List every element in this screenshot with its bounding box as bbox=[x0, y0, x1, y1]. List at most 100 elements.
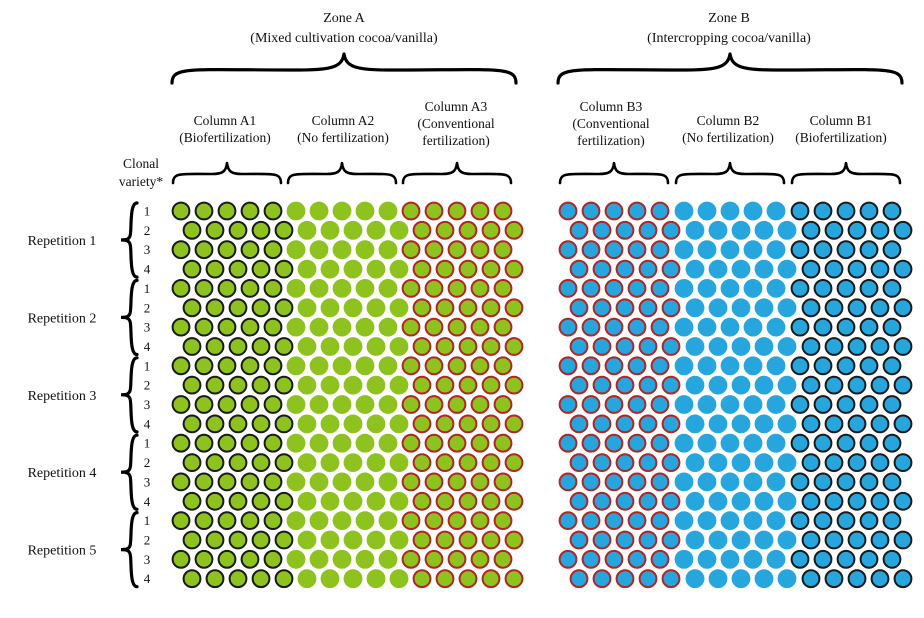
plant-b3-rep2-var3 bbox=[627, 317, 647, 337]
variety-number: 1 bbox=[144, 436, 151, 451]
plant-a3-rep5-var1 bbox=[493, 511, 513, 530]
svg-text:Column A3: Column A3 bbox=[425, 99, 488, 114]
plant-b2-rep5-var3 bbox=[743, 549, 763, 569]
plant-b3-rep5-var3 bbox=[581, 549, 601, 569]
plant-b2-rep3-var2 bbox=[685, 375, 705, 395]
plant-b2-rep1-var4 bbox=[685, 259, 705, 279]
plant-a2-rep4-var1 bbox=[332, 433, 352, 453]
plant-a3-rep1-var2 bbox=[412, 220, 432, 240]
plant-b2-rep5-var4 bbox=[708, 569, 728, 589]
plant-b2-rep2-var1 bbox=[720, 279, 740, 298]
plant-b2-rep3-var4 bbox=[708, 414, 728, 434]
plant-b3-rep3-var3 bbox=[558, 395, 578, 414]
plant-a2-rep1-var4 bbox=[297, 259, 317, 279]
plant-a3-rep2-var3 bbox=[470, 317, 490, 337]
column-b3-brace bbox=[558, 161, 670, 185]
plant-a3-rep3-var3 bbox=[401, 395, 421, 414]
svg-text:(No fertilization): (No fertilization) bbox=[297, 130, 389, 145]
plant-b1-rep3-var3 bbox=[813, 395, 833, 414]
plant-b2-rep1-var1 bbox=[720, 201, 740, 221]
plant-b2-rep5-var4 bbox=[777, 569, 797, 589]
repetition-label: Repetition 4 bbox=[28, 466, 97, 481]
plant-a2-rep3-var3 bbox=[332, 395, 352, 414]
plant-a2-rep5-var3 bbox=[332, 549, 352, 569]
plant-b3-rep2-var3 bbox=[604, 317, 624, 337]
plant-b2-rep5-var3 bbox=[697, 549, 717, 569]
plant-b1-rep5-var4 bbox=[824, 569, 844, 589]
plant-a2-rep5-var2 bbox=[320, 530, 340, 550]
repetition-brace bbox=[120, 201, 139, 279]
plant-a1-rep4-var1 bbox=[263, 433, 283, 453]
plant-a2-rep5-var4 bbox=[297, 569, 317, 589]
plant-b2-rep4-var4 bbox=[777, 491, 797, 511]
plant-b2-rep5-var2 bbox=[731, 530, 751, 550]
plant-b3-rep1-var1 bbox=[558, 201, 578, 221]
plant-a2-rep4-var2 bbox=[389, 453, 409, 473]
plant-b3-rep4-var1 bbox=[650, 433, 670, 453]
repetition-brace bbox=[120, 278, 139, 357]
plant-a3-rep2-var1 bbox=[493, 279, 513, 298]
plant-b1-rep2-var4 bbox=[801, 337, 821, 356]
plant-a3-rep1-var4 bbox=[481, 259, 501, 279]
plant-b1-rep5-var3 bbox=[882, 549, 902, 569]
plant-a2-rep1-var1 bbox=[355, 201, 375, 221]
plant-a1-rep3-var3 bbox=[171, 395, 191, 414]
plant-a1-rep4-var2 bbox=[182, 453, 202, 473]
plant-b2-rep5-var2 bbox=[754, 530, 774, 550]
plant-a2-rep1-var3 bbox=[355, 240, 375, 260]
plant-a2-rep1-var1 bbox=[378, 201, 398, 221]
plant-b3-rep3-var2 bbox=[615, 375, 635, 395]
plant-a3-rep5-var4 bbox=[504, 569, 524, 589]
plant-b2-rep3-var3 bbox=[697, 395, 717, 414]
plant-b1-rep5-var3 bbox=[790, 549, 810, 569]
repetition-label: Repetition 2 bbox=[28, 311, 97, 326]
plant-b3-rep1-var2 bbox=[592, 220, 612, 240]
plant-b3-rep3-var4 bbox=[569, 414, 589, 434]
plant-b2-rep5-var4 bbox=[685, 569, 705, 589]
plant-b3-rep3-var3 bbox=[650, 395, 670, 414]
plant-a3-rep4-var2 bbox=[412, 453, 432, 473]
plant-a2-rep4-var2 bbox=[297, 453, 317, 473]
plant-b3-rep1-var2 bbox=[615, 220, 635, 240]
plant-a3-rep3-var1 bbox=[424, 356, 444, 376]
plant-a1-rep5-var2 bbox=[182, 530, 202, 550]
plant-b2-rep2-var4 bbox=[731, 337, 751, 356]
plant-a2-rep1-var4 bbox=[343, 259, 363, 279]
plant-a2-rep2-var1 bbox=[286, 279, 306, 298]
plant-b3-rep5-var2 bbox=[638, 530, 658, 550]
plant-b1-rep4-var2 bbox=[893, 453, 913, 473]
plant-b3-rep5-var2 bbox=[569, 530, 589, 550]
plant-b1-rep5-var1 bbox=[882, 511, 902, 530]
plant-b3-rep3-var1 bbox=[650, 356, 670, 376]
plant-a3-rep3-var4 bbox=[458, 414, 478, 434]
plant-a2-rep5-var3 bbox=[378, 549, 398, 569]
plant-b1-rep1-var3 bbox=[813, 240, 833, 260]
plant-b3-rep5-var2 bbox=[615, 530, 635, 550]
plant-b3-rep5-var2 bbox=[592, 530, 612, 550]
plant-b3-rep3-var4 bbox=[661, 414, 681, 434]
plant-b1-rep5-var4 bbox=[847, 569, 867, 589]
plant-a3-rep2-var2 bbox=[458, 298, 478, 318]
plant-a1-rep5-var4 bbox=[251, 569, 271, 589]
plant-b1-rep5-var2 bbox=[801, 530, 821, 550]
plant-b1-rep4-var1 bbox=[882, 433, 902, 453]
plant-a1-rep5-var1 bbox=[194, 511, 214, 530]
plant-a3-rep3-var2 bbox=[458, 375, 478, 395]
plant-b2-rep1-var2 bbox=[754, 220, 774, 240]
plant-a2-rep4-var4 bbox=[297, 491, 317, 511]
plant-b1-rep3-var3 bbox=[836, 395, 856, 414]
plant-b1-rep4-var4 bbox=[870, 491, 890, 511]
plant-b3-rep3-var2 bbox=[592, 375, 612, 395]
plant-b1-rep5-var2 bbox=[824, 530, 844, 550]
plant-b3-rep3-var1 bbox=[581, 356, 601, 376]
plant-b2-rep1-var1 bbox=[743, 201, 763, 221]
plant-b3-rep1-var3 bbox=[558, 240, 578, 260]
column-a1-title: Column A1 (Biofertilization) bbox=[179, 113, 270, 145]
plant-b2-rep4-var1 bbox=[720, 433, 740, 453]
plant-b2-rep2-var2 bbox=[731, 298, 751, 318]
plant-a1-rep2-var2 bbox=[274, 298, 294, 318]
plant-a2-rep1-var3 bbox=[378, 240, 398, 260]
plant-a2-rep1-var4 bbox=[366, 259, 386, 279]
plant-b3-rep3-var1 bbox=[558, 356, 578, 376]
plant-b2-rep3-var1 bbox=[766, 356, 786, 376]
